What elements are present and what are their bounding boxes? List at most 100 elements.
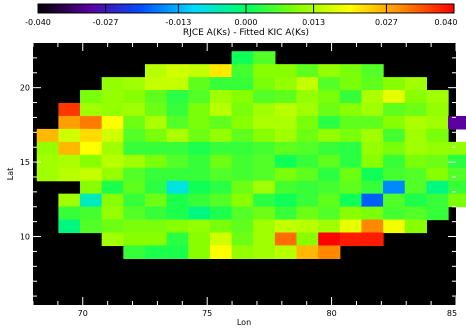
y-tick-label: 10 <box>20 233 30 242</box>
heatmap-cell <box>426 180 449 195</box>
heatmap-cell <box>296 64 319 78</box>
colorbar-tick-label: -0.027 <box>93 18 119 27</box>
heatmap-cell <box>123 102 146 117</box>
heatmap-cell <box>296 154 319 169</box>
heatmap-cell <box>231 193 254 208</box>
heatmap-cell <box>361 154 384 169</box>
heatmap-cell <box>144 90 168 104</box>
heatmap-cell <box>274 219 298 234</box>
heatmap-cell <box>231 141 254 156</box>
heatmap-cell <box>231 90 254 104</box>
heatmap-cell <box>361 193 384 208</box>
heatmap-cell <box>58 154 81 169</box>
heatmap-cell <box>80 90 103 104</box>
heatmap-cell <box>101 90 124 104</box>
heatmap-cell <box>36 154 59 169</box>
heatmap-cell <box>231 180 254 195</box>
heatmap-cell <box>188 167 211 182</box>
heatmap-cell <box>58 167 81 182</box>
heatmap-cell <box>209 180 233 195</box>
heatmap-cell <box>318 141 341 156</box>
heatmap-cell <box>166 219 189 234</box>
colorbar-tick-label: 0.013 <box>302 18 325 27</box>
heatmap-cell <box>274 77 298 91</box>
heatmap-cell <box>383 77 406 91</box>
heatmap-cell <box>36 141 59 156</box>
heatmap-cell <box>253 167 276 182</box>
heatmap-cell <box>296 232 319 247</box>
heatmap-cell <box>426 141 449 156</box>
heatmap-cell <box>80 128 103 143</box>
heatmap-cell <box>448 180 466 195</box>
heatmap-cell <box>253 206 276 221</box>
heatmap-cell <box>123 206 146 221</box>
heatmap-cell <box>188 115 211 130</box>
heatmap-cell <box>448 193 466 208</box>
heatmap-cell <box>166 180 189 195</box>
heatmap-cell <box>123 77 146 91</box>
heatmap-cell <box>144 141 168 156</box>
heatmap-cell <box>166 245 189 259</box>
heatmap-cell <box>144 77 168 91</box>
heatmap-cell <box>209 141 233 156</box>
heatmap-cell <box>274 193 298 208</box>
heatmap-cell <box>166 64 189 78</box>
heatmap-cell <box>231 51 254 65</box>
heatmap-cell <box>274 115 298 130</box>
heatmap-cell <box>318 128 341 143</box>
heatmap-cell <box>209 102 233 117</box>
heatmap-cell <box>231 219 254 234</box>
heatmap-cell <box>274 141 298 156</box>
heatmap-cell <box>58 115 81 130</box>
heatmap-cell <box>253 90 276 104</box>
heatmap-cell <box>404 219 427 234</box>
heatmap-cell <box>101 193 124 208</box>
heatmap-cell <box>383 141 406 156</box>
heatmap-cell <box>80 193 103 208</box>
heatmap-cell <box>58 128 81 143</box>
heatmap-cell <box>296 141 319 156</box>
heatmap-cell <box>296 90 319 104</box>
heatmap-cell <box>318 245 341 259</box>
heatmap-cell <box>404 102 427 117</box>
heatmap-cell <box>209 219 233 234</box>
y-tick-label: 20 <box>20 84 30 93</box>
heatmap-cell <box>318 193 341 208</box>
heatmap-cell <box>274 167 298 182</box>
heatmap-cell <box>188 154 211 169</box>
heatmap-cell <box>209 64 233 78</box>
heatmap-cell <box>101 180 124 195</box>
heatmap-cell <box>123 115 146 130</box>
heatmap-cell <box>144 167 168 182</box>
heatmap-cell <box>274 128 298 143</box>
heatmap-cell <box>231 167 254 182</box>
heatmap-cell <box>123 245 146 259</box>
heatmap-cell <box>253 141 276 156</box>
heatmap-cell <box>426 206 449 221</box>
heatmap-cell <box>296 128 319 143</box>
heatmap-cell <box>101 115 124 130</box>
heatmap-cell <box>209 193 233 208</box>
heatmap-cell <box>58 219 81 234</box>
heatmap-cell <box>274 102 298 117</box>
heatmap-cell <box>80 154 103 169</box>
heatmap-cell <box>361 90 384 104</box>
heatmap-cell <box>274 232 298 247</box>
heatmap-cell <box>253 77 276 91</box>
heatmap-cell <box>123 180 146 195</box>
heatmap-cell <box>361 128 384 143</box>
heatmap-cell <box>339 64 363 78</box>
heatmap-cell <box>361 206 384 221</box>
heatmap-cell <box>80 180 103 195</box>
x-tick-label: 85 <box>447 309 457 318</box>
heatmap-cell <box>253 115 276 130</box>
heatmap-cell <box>426 154 449 169</box>
heatmap-cell <box>36 128 59 143</box>
x-tick-label: 80 <box>326 309 336 318</box>
y-axis-label: Lat <box>6 168 15 181</box>
heatmap-cell <box>383 206 406 221</box>
heatmap-cell <box>318 77 341 91</box>
heatmap-cell <box>144 102 168 117</box>
heatmap-cell <box>231 115 254 130</box>
heatmap-cell <box>144 128 168 143</box>
